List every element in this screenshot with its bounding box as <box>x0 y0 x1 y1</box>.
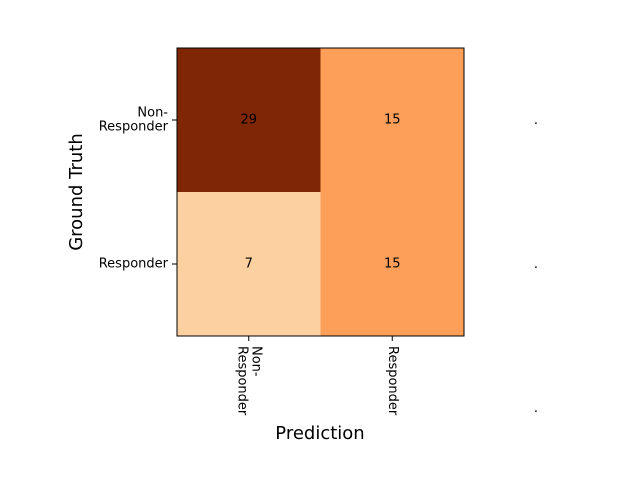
stray-mark-2: . <box>534 257 538 272</box>
heatmap-cells <box>177 48 465 337</box>
cell-value-labels: 29 15 7 15 <box>240 113 400 272</box>
y-tick-label: Non-Responder <box>99 106 169 135</box>
heatmap-cell-r1-c0 <box>177 192 321 337</box>
heatmap-cell-r0-c1 <box>320 48 465 193</box>
stray-mark-1: . <box>534 113 538 128</box>
cell-value-label: 15 <box>384 113 401 128</box>
y-tick-label: Responder <box>99 257 169 272</box>
stray-mark-3: . <box>534 401 538 416</box>
heatmap-cell-r0-c0 <box>177 48 321 193</box>
x-tick-label-group: Non-Responder <box>234 346 263 416</box>
x-tick-label: Responder <box>385 346 400 416</box>
tick-labels: Non-Responder Responder Non-Responder Respo… <box>99 106 400 416</box>
cell-value-label: 15 <box>384 257 401 272</box>
y-axis-title: Ground Truth <box>66 133 87 251</box>
x-axis-title: Prediction <box>275 423 364 444</box>
heatmap-cell-r1-c1 <box>320 192 465 337</box>
cell-value-label: 29 <box>240 113 257 128</box>
plot-frame <box>176 47 465 337</box>
axis-ticks <box>172 119 393 341</box>
cell-value-label: 7 <box>245 257 253 272</box>
x-tick-label: Non-Responder <box>234 346 263 416</box>
x-tick-label-group: Responder <box>385 346 400 416</box>
